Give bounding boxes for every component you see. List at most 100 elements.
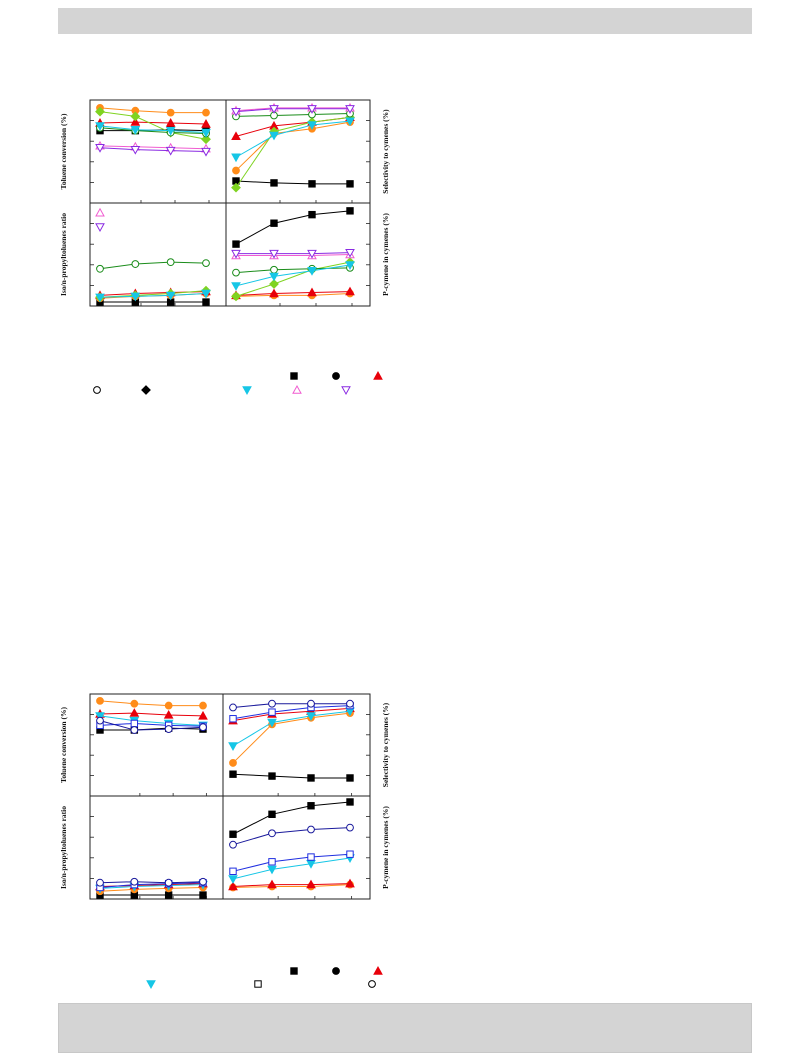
series-line [99,882,204,888]
data-point [95,712,105,721]
data-point [201,289,211,299]
data-point [201,134,211,145]
data-point [229,867,237,875]
series-filled-triangle-down [95,289,211,303]
data-point [270,265,278,274]
y-axis-label-top-right: Selectivity to cymenes (%) [381,109,390,194]
data-point [165,118,176,127]
series-filled-circle-orange [96,696,207,710]
series-line [232,712,351,764]
data-point [96,716,104,725]
data-point [130,145,141,155]
data-point [307,825,315,834]
data-point [346,699,354,708]
data-point [201,118,211,128]
series-line [235,267,351,274]
data-point [95,122,105,131]
data-point [199,891,207,899]
series-line [235,113,351,117]
series-line [235,108,350,113]
legend-marker-filled-triangle [373,965,383,975]
series-line [235,291,351,296]
series-open-circle [232,109,354,121]
data-point [232,240,240,248]
data-point [269,288,279,298]
series-line [232,773,350,779]
series-filled-square [232,177,354,188]
series-line [236,252,351,255]
series-line [99,715,204,726]
legend-marker-filled-square [290,967,298,975]
series-line [99,111,207,140]
data-point [307,699,315,708]
series-filled-triangle [95,117,211,128]
data-point [231,291,241,302]
series-line [235,120,351,158]
series-line [99,720,204,731]
series-line [236,254,351,256]
series-line [99,881,204,884]
series-line [232,703,350,708]
data-point [307,249,317,259]
data-point [165,146,176,156]
data-point [346,774,354,782]
legend-marker-open-circle [368,980,376,988]
header-bar [58,8,752,34]
series-open-triangle-down [95,223,105,233]
data-point [96,696,104,705]
series-open-circle-blue [96,716,207,734]
data-point [95,144,105,153]
legend-marker-open-triangle-down [341,386,351,396]
data-point [130,726,139,734]
series-open-circle [232,263,354,277]
data-point [201,147,211,157]
data-point [269,272,279,282]
data-point [129,708,140,717]
legend-marker-filled-circle [332,372,340,380]
series-line [235,180,350,185]
data-point [307,105,317,114]
legend-marker-filled-triangle [373,370,383,380]
series-line [99,121,207,125]
series-filled-square [229,798,354,838]
series-filled-square [96,891,207,899]
legend-marker-open-circle [93,386,101,394]
series-open-square [229,850,354,875]
data-point [269,131,279,141]
data-point [130,292,141,302]
data-point [131,260,140,268]
legend-marker-filled-square [290,372,298,380]
data-point [345,117,355,127]
data-point [270,219,278,227]
data-point [307,121,317,130]
data-point [307,853,315,861]
data-point [307,267,317,276]
chart-figure-2: Toluene conversion (%) Selectivity to cym… [59,693,390,990]
data-point [231,282,241,291]
data-point [267,865,277,875]
series-open-circle-blue [96,877,207,887]
series-open-circle [96,258,210,273]
y-axis-label-bottom-right: P-cymene in cymenes (%) [381,213,390,296]
data-point [229,759,237,767]
data-point [268,858,276,866]
series-filled-triangle-down [228,707,355,752]
series-open-triangle [231,249,355,260]
data-point [308,180,316,188]
data-point [267,879,277,889]
data-point [166,258,175,267]
data-point [267,718,277,728]
series-line [235,210,351,245]
data-point [268,829,276,838]
series-line [99,107,206,114]
data-point [308,210,316,219]
series-open-circle-blue [229,823,354,849]
data-point [268,708,276,716]
series-line [99,261,207,270]
data-point [95,207,105,217]
series-line [99,127,207,134]
data-point [268,810,276,818]
y-axis-label-bottom-right: P-cymene in cymenes (%) [381,806,390,889]
data-point [229,703,237,712]
data-point [166,108,175,117]
